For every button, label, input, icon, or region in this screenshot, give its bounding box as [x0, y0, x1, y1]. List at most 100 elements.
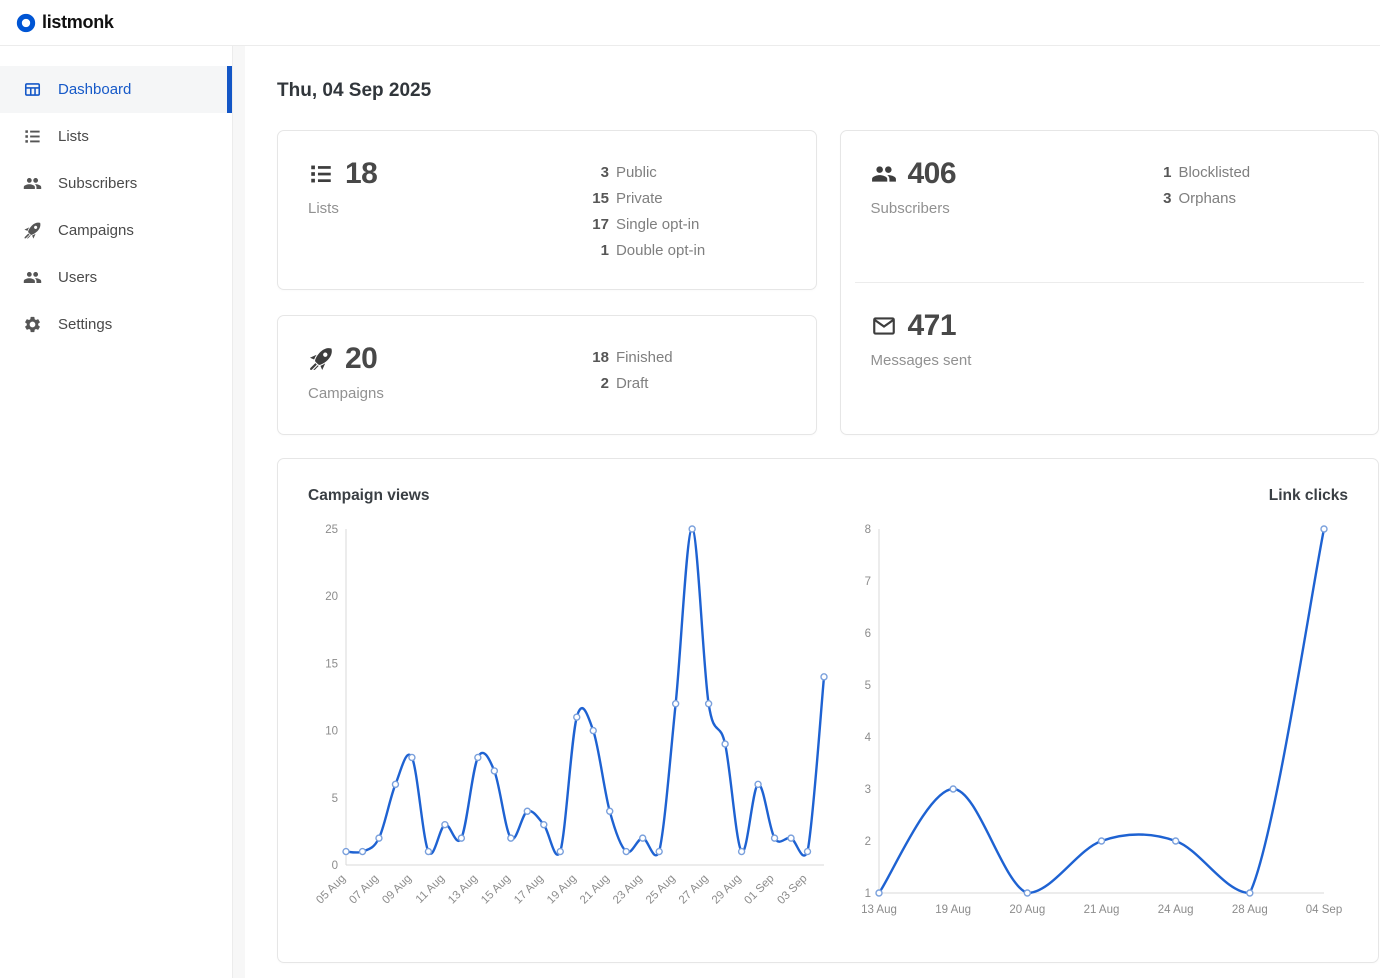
svg-text:25 Aug: 25 Aug: [644, 873, 678, 907]
rocket-icon: [23, 221, 42, 240]
stat-label: Orphans: [1178, 190, 1236, 207]
brand-name: listmonk: [42, 12, 114, 32]
stat-label: Blocklisted: [1178, 164, 1251, 181]
svg-text:23 Aug: 23 Aug: [611, 873, 645, 907]
svg-text:20 Aug: 20 Aug: [1009, 904, 1045, 916]
sidebar-gutter: [233, 46, 245, 978]
stat-row: 3 Public: [585, 160, 786, 186]
svg-text:09 Aug: 09 Aug: [380, 873, 414, 907]
subscribers-stats: 1 Blocklisted 3 Orphans: [1147, 157, 1348, 256]
brand-logo[interactable]: listmonk: [16, 12, 114, 33]
sidebar-item-users[interactable]: Users: [0, 254, 232, 301]
campaigns-stats: 18 Finished 2 Draft: [585, 342, 786, 402]
subscribers-messages-card: 406 Subscribers 1 Blocklisted 3 Orphans: [839, 130, 1379, 435]
sidebar: Dashboard Lists Subscribers Campaigns: [0, 46, 233, 978]
sidebar-item-label: Settings: [58, 316, 113, 333]
svg-text:07 Aug: 07 Aug: [347, 873, 381, 907]
stat-num: 17: [592, 216, 609, 233]
svg-text:01 Sep: 01 Sep: [742, 873, 776, 907]
lists-icon: [23, 127, 42, 146]
stat-num: 1: [1163, 164, 1172, 181]
svg-text:13 Aug: 13 Aug: [446, 873, 480, 907]
link-clicks-title: Link clicks: [1268, 487, 1348, 504]
envelope-icon: [871, 313, 897, 339]
sidebar-item-settings[interactable]: Settings: [0, 301, 232, 348]
svg-text:4: 4: [865, 732, 872, 744]
stat-num: 18: [592, 349, 609, 366]
lists-label: Lists: [308, 200, 339, 217]
stat-num: 3: [1163, 190, 1172, 207]
svg-text:5: 5: [332, 793, 338, 805]
svg-text:27 Aug: 27 Aug: [677, 873, 711, 907]
stat-label: Draft: [615, 375, 649, 392]
subscribers-icon: [23, 174, 42, 193]
dashboard-icon: [23, 80, 42, 99]
stat-num: 15: [592, 190, 609, 207]
svg-text:24 Aug: 24 Aug: [1158, 904, 1194, 916]
gear-icon: [23, 315, 42, 334]
stat-row: 1 Double opt-in: [585, 238, 786, 264]
messages-count: 471: [907, 309, 957, 342]
sidebar-item-subscribers[interactable]: Subscribers: [0, 160, 232, 207]
svg-text:29 Aug: 29 Aug: [710, 873, 744, 907]
svg-text:19 Aug: 19 Aug: [545, 873, 579, 907]
stat-label: Finished: [615, 349, 673, 366]
campaign-views-title: Campaign views: [308, 487, 430, 504]
sidebar-item-label: Lists: [58, 128, 89, 145]
campaigns-count: 20: [345, 342, 378, 375]
svg-text:1: 1: [865, 888, 871, 900]
svg-text:21 Aug: 21 Aug: [1084, 904, 1120, 916]
sidebar-item-label: Users: [58, 269, 98, 286]
campaigns-card: 20 Campaigns 18 Finished 2 Draft: [277, 315, 817, 435]
stat-num: 3: [600, 164, 609, 181]
svg-text:5: 5: [865, 680, 871, 692]
svg-text:25: 25: [325, 524, 338, 536]
svg-text:0: 0: [332, 860, 338, 872]
listmonk-ring-icon: [16, 13, 36, 33]
stat-row: 3 Orphans: [1147, 186, 1348, 212]
svg-text:15: 15: [325, 658, 338, 670]
sidebar-item-label: Dashboard: [58, 81, 132, 98]
users-icon: [23, 268, 42, 287]
page-title: Thu, 04 Sep 2025: [277, 80, 432, 101]
sidebar-item-label: Campaigns: [58, 222, 134, 239]
stat-cards-grid: 18 Lists 3 Public 15 Private 17 Single opt-…: [277, 130, 1379, 435]
campaigns-label: Campaigns: [308, 385, 384, 402]
svg-text:21 Aug: 21 Aug: [578, 873, 612, 907]
lists-stats: 3 Public 15 Private 17 Single opt-in 1 Doubl…: [585, 157, 786, 264]
stat-row: 17 Single opt-in: [585, 212, 786, 238]
svg-text:17 Aug: 17 Aug: [512, 873, 546, 907]
svg-text:2: 2: [865, 836, 871, 848]
subscribers-section: 406 Subscribers 1 Blocklisted 3 Orphans: [841, 131, 1379, 282]
svg-text:13 Aug: 13 Aug: [861, 904, 897, 916]
stat-row: 15 Private: [585, 186, 786, 212]
svg-text:8: 8: [865, 524, 871, 536]
card-divider: [854, 282, 1364, 283]
top-header: listmonk: [0, 0, 1380, 46]
sidebar-item-dashboard[interactable]: Dashboard: [0, 66, 232, 113]
stat-row: 1 Blocklisted: [1147, 160, 1348, 186]
messages-label: Messages sent: [870, 352, 972, 369]
campaign-views-chart: 0 5 10 15 20 25 05 Aug 07 Aug 09 Aug 11 Aug 13 Aug…: [314, 524, 828, 907]
subscribers-icon: [871, 161, 897, 187]
svg-text:6: 6: [865, 628, 871, 640]
lists-count: 18: [345, 157, 378, 190]
lists-card: 18 Lists 3 Public 15 Private 17 Single opt-…: [277, 130, 817, 290]
stat-label: Double opt-in: [615, 242, 706, 259]
stat-num: 2: [600, 375, 609, 392]
subscribers-label: Subscribers: [870, 200, 950, 217]
rocket-icon: [308, 346, 334, 372]
svg-text:7: 7: [865, 576, 871, 588]
svg-text:20: 20: [325, 591, 338, 603]
stat-num: 1: [600, 242, 609, 259]
stat-row: 2 Draft: [585, 371, 786, 397]
sidebar-item-label: Subscribers: [58, 175, 138, 192]
charts-card: Campaign views Link clicks 0 5 10 15 20 25 05 …: [277, 458, 1379, 963]
link-clicks-chart: 1 2 3 4 5 6 7 8 13 Aug 19 Aug 20 Aug 21 Aug 24 Aug 28…: [861, 524, 1342, 916]
stat-label: Private: [615, 190, 663, 207]
svg-text:15 Aug: 15 Aug: [479, 873, 513, 907]
sidebar-item-campaigns[interactable]: Campaigns: [0, 207, 232, 254]
svg-text:04 Sep: 04 Sep: [1306, 904, 1342, 916]
sidebar-item-lists[interactable]: Lists: [0, 113, 232, 160]
